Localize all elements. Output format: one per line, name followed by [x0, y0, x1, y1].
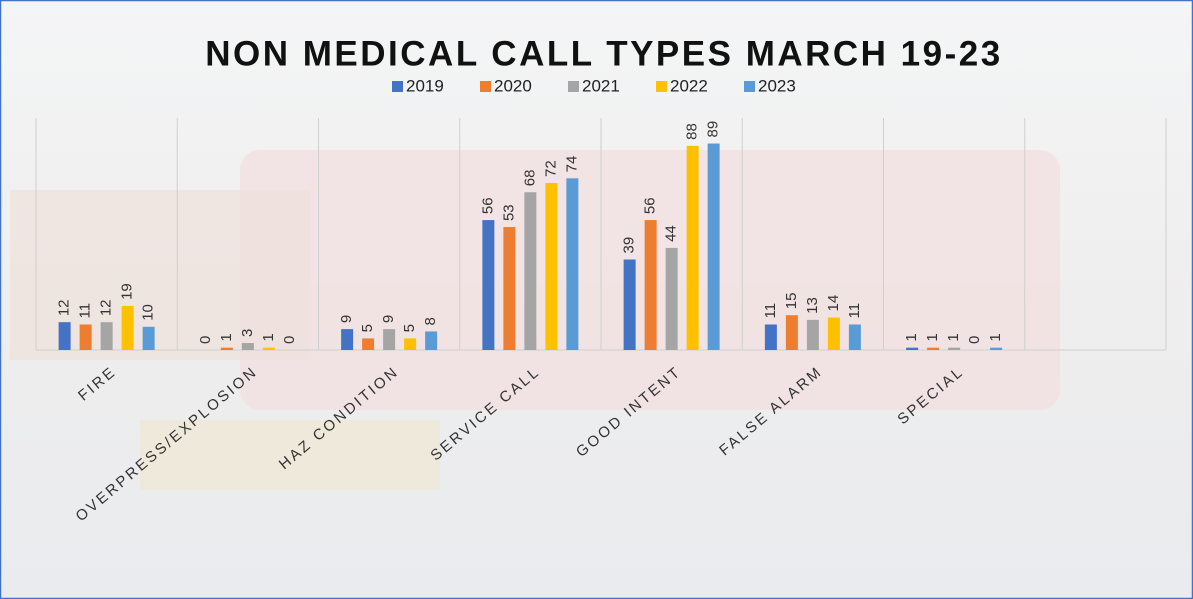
data-label: 1 — [218, 333, 235, 341]
bar — [785, 315, 798, 350]
data-label: 0 — [281, 336, 298, 344]
data-label: 1 — [924, 333, 941, 341]
legend-label: 2023 — [758, 76, 796, 95]
data-label: 0 — [197, 336, 214, 344]
legend-swatch — [656, 81, 667, 92]
data-label: 12 — [98, 299, 115, 316]
legend-label: 2019 — [406, 76, 444, 95]
legend-swatch — [744, 81, 755, 92]
data-label: 53 — [500, 204, 517, 221]
data-label: 1 — [987, 333, 1004, 341]
bar — [220, 347, 233, 350]
legend-label: 2020 — [494, 76, 532, 95]
bar — [566, 178, 579, 350]
bar — [927, 347, 940, 350]
bar — [341, 329, 354, 350]
data-label: 68 — [521, 170, 538, 187]
data-label: 56 — [479, 197, 496, 214]
bar — [58, 322, 71, 350]
chart-title: NON MEDICAL CALL TYPES MARCH 19-23 — [205, 34, 1002, 73]
legend-swatch — [480, 81, 491, 92]
data-label: 14 — [825, 295, 842, 312]
bar — [482, 220, 495, 350]
legend-label: 2022 — [670, 76, 708, 95]
data-label: 12 — [56, 299, 73, 316]
data-label: 13 — [804, 297, 821, 314]
bar — [100, 322, 113, 350]
bar — [524, 192, 537, 350]
bar — [383, 329, 396, 350]
legend-label: 2021 — [582, 76, 620, 95]
data-label: 8 — [422, 317, 439, 325]
bar — [665, 247, 678, 350]
bar — [121, 305, 134, 350]
bar — [948, 347, 961, 350]
bar — [241, 343, 254, 350]
data-label: 9 — [338, 315, 355, 323]
bar — [764, 324, 777, 350]
data-label: 5 — [401, 324, 418, 332]
bar — [623, 259, 636, 350]
data-label: 11 — [846, 303, 863, 319]
data-label: 88 — [684, 123, 701, 140]
bar — [262, 347, 275, 350]
bar — [404, 338, 417, 350]
data-label: 56 — [642, 197, 659, 214]
bar — [142, 326, 155, 350]
data-label: 89 — [705, 121, 722, 138]
bar — [425, 331, 438, 350]
data-label: 3 — [239, 329, 256, 337]
bar — [686, 145, 699, 350]
bar — [707, 143, 720, 350]
bar — [79, 324, 92, 350]
data-label: 1 — [260, 333, 277, 341]
data-label: 1 — [945, 333, 962, 341]
data-label: 39 — [621, 237, 638, 254]
data-label: 10 — [140, 304, 157, 321]
bar — [990, 347, 1003, 350]
bar — [644, 220, 657, 350]
data-label: 9 — [380, 315, 397, 323]
photo-bumper — [140, 420, 440, 490]
data-label: 74 — [563, 156, 580, 173]
bar — [362, 338, 375, 350]
data-label: 72 — [542, 160, 559, 177]
data-label: 5 — [359, 324, 376, 332]
data-label: 44 — [663, 225, 680, 242]
data-label: 0 — [966, 336, 983, 344]
data-label: 11 — [762, 303, 779, 319]
data-label: 11 — [77, 303, 94, 319]
bar — [806, 319, 819, 350]
legend-swatch — [392, 81, 403, 92]
bar — [906, 347, 919, 350]
bar — [827, 317, 840, 350]
bar — [545, 182, 558, 350]
data-label: 19 — [119, 283, 136, 300]
data-label: 15 — [783, 293, 800, 310]
data-label: 1 — [903, 333, 920, 341]
legend-swatch — [568, 81, 579, 92]
bar — [848, 324, 861, 350]
bar — [503, 227, 516, 350]
